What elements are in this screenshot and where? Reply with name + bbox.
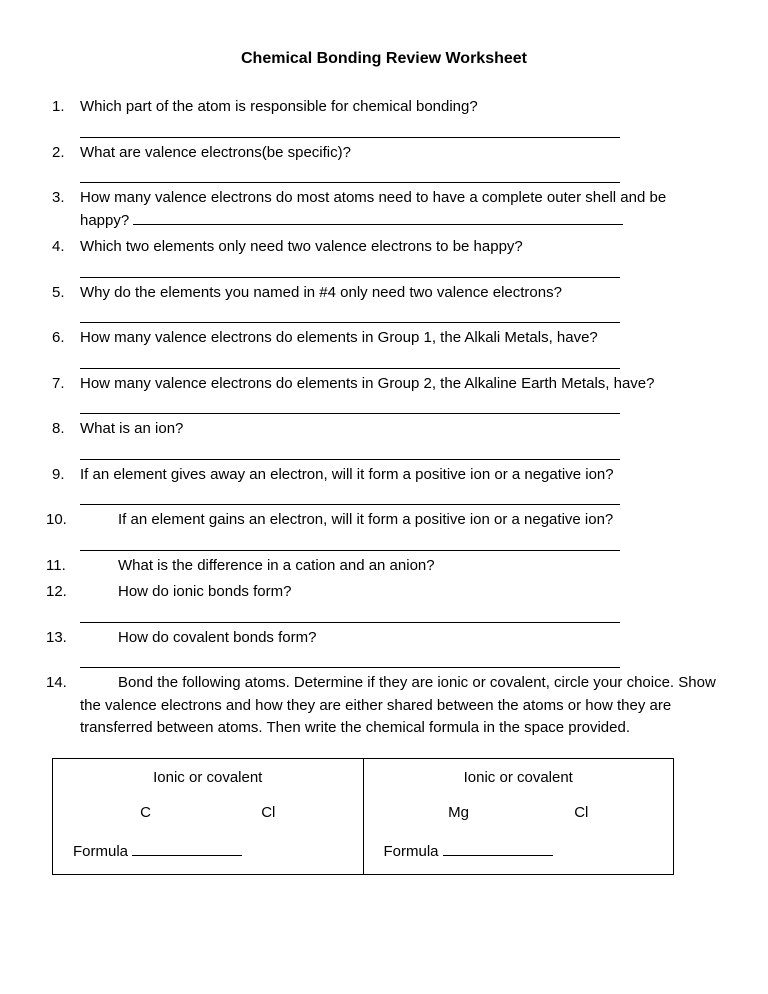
formula-row: Formula	[67, 843, 349, 860]
question-item: 7. How many valence electrons do element…	[52, 373, 716, 415]
bond-cell: Ionic or covalent Mg Cl Formula	[363, 759, 674, 874]
formula-label: Formula	[73, 843, 128, 860]
question-text: How do covalent bonds form?	[118, 629, 316, 646]
worksheet-page: Chemical Bonding Review Worksheet 1. Whi…	[0, 0, 768, 915]
question-item: 14. Bond the following atoms. Determine …	[52, 672, 716, 740]
element-symbol: Mg	[448, 804, 469, 821]
question-number: 13.	[46, 627, 67, 650]
question-number: 7.	[52, 373, 65, 396]
question-item: 11. What is the difference in a cation a…	[52, 555, 716, 578]
formula-blank[interactable]	[132, 843, 242, 856]
page-title: Chemical Bonding Review Worksheet	[52, 50, 716, 68]
question-number: 9.	[52, 464, 65, 487]
question-list: 1. Which part of the atom is responsible…	[52, 96, 716, 740]
question-text: Bond the following atoms. Determine if t…	[80, 674, 716, 736]
question-item: 13. How do covalent bonds form?	[52, 627, 716, 669]
element-symbol: C	[140, 804, 151, 821]
question-item: 6. How many valence electrons do element…	[52, 327, 716, 369]
question-text: What is an ion?	[80, 420, 183, 437]
element-symbol: Cl	[261, 804, 275, 821]
answer-blank[interactable]	[80, 352, 620, 369]
question-item: 10. If an element gains an electron, wil…	[52, 509, 716, 551]
ionic-covalent-label: Ionic or covalent	[378, 769, 660, 786]
question-item: 5. Why do the elements you named in #4 o…	[52, 282, 716, 324]
question-item: 2. What are valence electrons(be specifi…	[52, 142, 716, 184]
question-number: 1.	[52, 96, 65, 119]
table-row: Ionic or covalent C Cl Formula Ionic or …	[53, 759, 673, 874]
answer-blank[interactable]	[80, 443, 620, 460]
question-text: If an element gives away an electron, wi…	[80, 466, 614, 483]
question-item: 1. Which part of the atom is responsible…	[52, 96, 716, 138]
question-item: 3. How many valence electrons do most at…	[52, 187, 716, 232]
answer-blank[interactable]	[80, 488, 620, 505]
question-number: 8.	[52, 418, 65, 441]
question-number: 6.	[52, 327, 65, 350]
formula-label: Formula	[384, 843, 439, 860]
bond-cell: Ionic or covalent C Cl Formula	[53, 759, 363, 874]
element-symbol: Cl	[574, 804, 588, 821]
question-item: 8. What is an ion?	[52, 418, 716, 460]
question-text: How many valence electrons do elements i…	[80, 329, 598, 346]
question-number: 2.	[52, 142, 65, 165]
answer-blank[interactable]	[80, 651, 620, 668]
formula-blank[interactable]	[443, 843, 553, 856]
question-number: 5.	[52, 282, 65, 305]
answer-blank[interactable]	[80, 606, 620, 623]
question-text: What is the difference in a cation and a…	[118, 557, 435, 574]
answer-blank[interactable]	[80, 261, 620, 278]
question-text: How do ionic bonds form?	[118, 583, 291, 600]
question-text: How many valence electrons do elements i…	[80, 375, 654, 392]
question-number: 14.	[46, 672, 67, 695]
question-text: What are valence electrons(be specific)?	[80, 144, 351, 161]
question-item: 12. How do ionic bonds form?	[52, 581, 716, 623]
answer-blank[interactable]	[80, 306, 620, 323]
question-text: Why do the elements you named in #4 only…	[80, 284, 562, 301]
ionic-covalent-label: Ionic or covalent	[67, 769, 349, 786]
question-text: Which part of the atom is responsible fo…	[80, 98, 478, 115]
answer-blank[interactable]	[80, 534, 620, 551]
answer-blank[interactable]	[133, 212, 623, 225]
answer-blank[interactable]	[80, 166, 620, 183]
answer-blank[interactable]	[80, 121, 620, 138]
question-number: 11.	[46, 555, 66, 578]
question-number: 4.	[52, 236, 65, 259]
bonding-table: Ionic or covalent C Cl Formula Ionic or …	[52, 758, 674, 875]
question-text: Which two elements only need two valence…	[80, 238, 523, 255]
element-pair: Mg Cl	[378, 804, 660, 821]
question-number: 12.	[46, 581, 67, 604]
question-item: 4. Which two elements only need two vale…	[52, 236, 716, 278]
question-item: 9. If an element gives away an electron,…	[52, 464, 716, 506]
question-number: 10.	[46, 509, 67, 532]
formula-row: Formula	[378, 843, 660, 860]
question-text: If an element gains an electron, will it…	[118, 511, 613, 528]
element-pair: C Cl	[67, 804, 349, 821]
answer-blank[interactable]	[80, 397, 620, 414]
question-number: 3.	[52, 187, 65, 210]
